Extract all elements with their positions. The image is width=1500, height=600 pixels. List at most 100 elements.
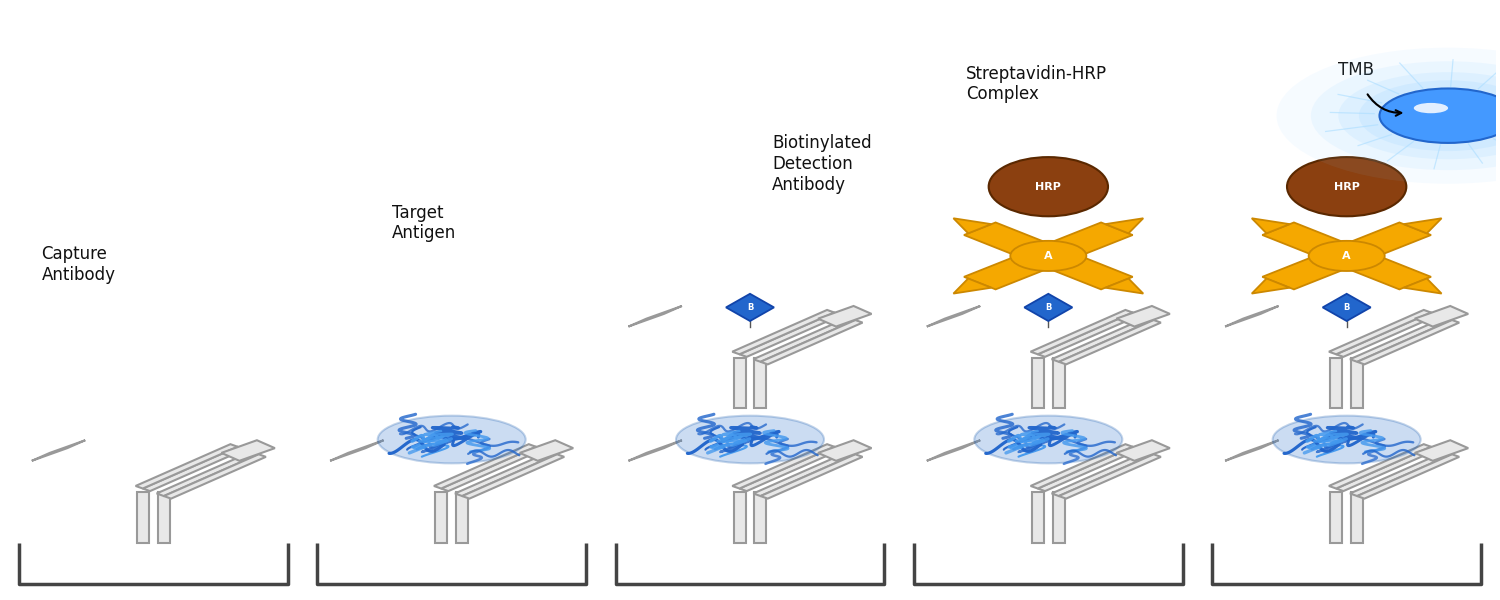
Text: Streptavidin-HRP
Complex: Streptavidin-HRP Complex xyxy=(966,65,1107,103)
Polygon shape xyxy=(1038,447,1140,491)
Polygon shape xyxy=(1330,223,1431,262)
Polygon shape xyxy=(462,454,564,499)
Text: HRP: HRP xyxy=(1334,182,1359,191)
Polygon shape xyxy=(1263,223,1362,262)
Polygon shape xyxy=(32,440,86,461)
Ellipse shape xyxy=(1272,416,1420,463)
Polygon shape xyxy=(1032,250,1132,289)
Polygon shape xyxy=(927,440,980,461)
Circle shape xyxy=(1380,88,1500,143)
Polygon shape xyxy=(954,278,992,293)
Polygon shape xyxy=(1059,454,1161,499)
Text: B: B xyxy=(1046,303,1052,312)
Polygon shape xyxy=(1032,223,1132,262)
Polygon shape xyxy=(520,440,573,461)
Polygon shape xyxy=(1329,310,1431,354)
Bar xyxy=(435,492,447,542)
Ellipse shape xyxy=(988,157,1108,216)
Polygon shape xyxy=(1226,306,1278,326)
Polygon shape xyxy=(760,454,862,499)
Polygon shape xyxy=(1052,317,1154,362)
Polygon shape xyxy=(628,440,682,461)
Polygon shape xyxy=(1336,447,1438,491)
Bar xyxy=(734,492,746,542)
Polygon shape xyxy=(818,440,872,461)
Polygon shape xyxy=(628,306,682,326)
Polygon shape xyxy=(1106,278,1143,293)
Polygon shape xyxy=(1350,452,1452,496)
Polygon shape xyxy=(1404,278,1441,293)
Circle shape xyxy=(1011,241,1086,271)
Text: Biotinylated
Detection
Antibody: Biotinylated Detection Antibody xyxy=(772,134,871,194)
Circle shape xyxy=(1311,61,1500,170)
Polygon shape xyxy=(1030,310,1132,354)
Ellipse shape xyxy=(676,416,824,463)
Polygon shape xyxy=(753,317,855,362)
Circle shape xyxy=(1308,241,1384,271)
Polygon shape xyxy=(135,444,237,488)
Circle shape xyxy=(1338,72,1500,159)
Text: Target
Antigen: Target Antigen xyxy=(392,203,456,242)
Polygon shape xyxy=(732,310,834,354)
Polygon shape xyxy=(1024,294,1072,321)
Bar xyxy=(456,492,468,542)
Text: TMB: TMB xyxy=(1338,61,1374,79)
Polygon shape xyxy=(1358,454,1460,499)
Polygon shape xyxy=(1330,250,1431,289)
Polygon shape xyxy=(964,250,1064,289)
Polygon shape xyxy=(1323,294,1371,321)
Polygon shape xyxy=(1263,250,1362,289)
Polygon shape xyxy=(1358,320,1460,364)
Polygon shape xyxy=(1350,317,1452,362)
Bar xyxy=(136,492,148,542)
Polygon shape xyxy=(1030,444,1132,488)
Bar xyxy=(1053,358,1065,409)
Polygon shape xyxy=(732,444,834,488)
Text: A: A xyxy=(1044,251,1053,261)
Bar xyxy=(158,492,170,542)
Bar xyxy=(1330,492,1342,542)
Circle shape xyxy=(1359,80,1500,151)
Polygon shape xyxy=(1329,444,1431,488)
Polygon shape xyxy=(1226,440,1278,461)
Polygon shape xyxy=(1336,313,1438,357)
Text: A: A xyxy=(1342,251,1352,261)
Bar xyxy=(754,492,766,542)
Polygon shape xyxy=(1052,452,1154,496)
Polygon shape xyxy=(740,447,842,491)
Polygon shape xyxy=(927,306,980,326)
Bar xyxy=(1352,358,1364,409)
Polygon shape xyxy=(818,306,872,326)
Text: B: B xyxy=(1344,303,1350,312)
Polygon shape xyxy=(1414,306,1468,326)
Polygon shape xyxy=(156,452,258,496)
Polygon shape xyxy=(954,218,992,233)
Polygon shape xyxy=(454,452,556,496)
Polygon shape xyxy=(142,447,244,491)
Polygon shape xyxy=(1251,278,1290,293)
Polygon shape xyxy=(1116,306,1170,326)
Ellipse shape xyxy=(975,416,1122,463)
Bar xyxy=(1032,492,1044,542)
Bar xyxy=(1352,492,1364,542)
Polygon shape xyxy=(964,223,1064,262)
Polygon shape xyxy=(222,440,274,461)
Circle shape xyxy=(1276,47,1500,184)
Polygon shape xyxy=(1038,313,1140,357)
Text: HRP: HRP xyxy=(1035,182,1062,191)
Polygon shape xyxy=(441,447,543,491)
Text: Capture
Antibody: Capture Antibody xyxy=(42,245,116,284)
Polygon shape xyxy=(330,440,384,461)
Polygon shape xyxy=(433,444,536,488)
Ellipse shape xyxy=(378,416,525,463)
Ellipse shape xyxy=(1287,157,1407,216)
Bar xyxy=(754,358,766,409)
Ellipse shape xyxy=(1414,103,1448,113)
Polygon shape xyxy=(753,452,855,496)
Text: B: B xyxy=(747,303,753,312)
Polygon shape xyxy=(164,454,266,499)
Polygon shape xyxy=(1059,320,1161,364)
Polygon shape xyxy=(1251,218,1290,233)
Bar xyxy=(1053,492,1065,542)
Polygon shape xyxy=(1404,218,1441,233)
